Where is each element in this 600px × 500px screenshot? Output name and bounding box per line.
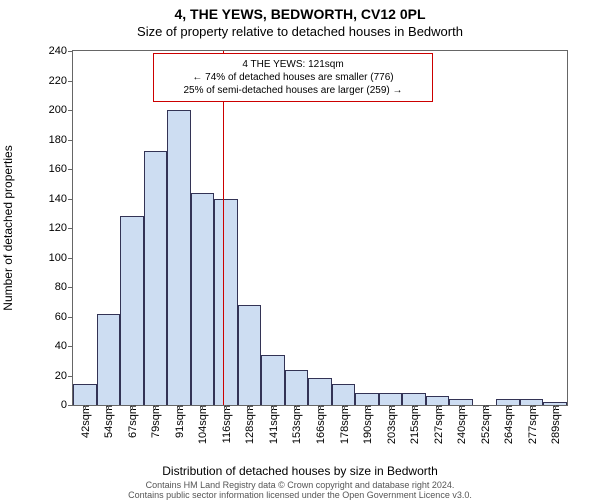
footnote-line-1: Contains HM Land Registry data © Crown c… <box>146 480 455 490</box>
histogram-bar <box>120 216 144 405</box>
x-tick-mark <box>85 405 86 410</box>
x-tick-label: 128sqm <box>242 405 256 444</box>
x-tick-label: 153sqm <box>289 405 303 444</box>
x-tick-label: 277sqm <box>525 405 539 444</box>
x-tick-mark <box>179 405 180 410</box>
x-tick-mark <box>367 405 368 410</box>
x-tick-mark <box>508 405 509 410</box>
x-tick-mark <box>461 405 462 410</box>
y-tick-mark <box>68 140 73 141</box>
y-axis-label: Number of detached properties <box>1 145 15 310</box>
histogram-bar <box>402 393 426 405</box>
x-tick-label: 252sqm <box>478 405 492 444</box>
x-tick-mark <box>226 405 227 410</box>
x-tick-mark <box>414 405 415 410</box>
histogram-bar <box>144 151 168 405</box>
x-tick-label: 289sqm <box>548 405 562 444</box>
histogram-bar <box>214 199 238 406</box>
reference-line <box>223 51 224 405</box>
chart-title: 4, THE YEWS, BEDWORTH, CV12 0PL <box>0 0 600 22</box>
x-tick-mark <box>485 405 486 410</box>
y-tick-mark <box>68 81 73 82</box>
histogram-bar <box>426 396 450 405</box>
x-tick-label: 166sqm <box>313 405 327 444</box>
y-tick-mark <box>68 405 73 406</box>
x-tick-mark <box>438 405 439 410</box>
x-tick-mark <box>391 405 392 410</box>
x-tick-label: 178sqm <box>337 405 351 444</box>
x-tick-label: 141sqm <box>266 405 280 444</box>
y-tick-mark <box>68 51 73 52</box>
y-tick-mark <box>68 258 73 259</box>
histogram-bar <box>308 378 332 405</box>
x-tick-label: 104sqm <box>195 405 209 444</box>
x-tick-label: 116sqm <box>219 405 233 443</box>
y-tick-mark <box>68 376 73 377</box>
x-tick-mark <box>320 405 321 410</box>
x-tick-label: 190sqm <box>360 405 374 444</box>
annotation-line-2: ← 74% of detached houses are smaller (77… <box>192 72 393 83</box>
y-tick-mark <box>68 317 73 318</box>
x-tick-mark <box>296 405 297 410</box>
x-tick-mark <box>108 405 109 410</box>
annotation-line-3: 25% of semi-detached houses are larger (… <box>183 85 402 96</box>
annotation-line-1: 4 THE YEWS: 121sqm <box>242 59 343 70</box>
y-tick-mark <box>68 346 73 347</box>
histogram-bar <box>97 314 121 405</box>
x-tick-label: 264sqm <box>501 405 515 444</box>
histogram-bar <box>379 393 403 405</box>
chart-subtitle: Size of property relative to detached ho… <box>0 22 600 39</box>
footnote: Contains HM Land Registry data © Crown c… <box>0 480 600 500</box>
footnote-line-2: Contains public sector information licen… <box>128 490 472 500</box>
x-tick-mark <box>249 405 250 410</box>
x-tick-mark <box>344 405 345 410</box>
histogram-bar <box>261 355 285 405</box>
x-tick-mark <box>532 405 533 410</box>
y-tick-mark <box>68 287 73 288</box>
plot-area: 02040608010012014016018020022024042sqm54… <box>72 50 568 406</box>
x-tick-label: 203sqm <box>384 405 398 444</box>
histogram-bar <box>73 384 97 405</box>
histogram-bar <box>238 305 262 405</box>
y-tick-mark <box>68 199 73 200</box>
x-tick-label: 215sqm <box>407 405 421 444</box>
x-tick-mark <box>155 405 156 410</box>
y-tick-mark <box>68 228 73 229</box>
x-tick-label: 240sqm <box>454 405 468 444</box>
x-tick-mark <box>555 405 556 410</box>
x-axis-label: Distribution of detached houses by size … <box>162 464 438 478</box>
y-tick-mark <box>68 110 73 111</box>
histogram-bar <box>167 110 191 405</box>
annotation-box: 4 THE YEWS: 121sqm ← 74% of detached hous… <box>153 53 433 102</box>
x-tick-mark <box>132 405 133 410</box>
histogram-bar <box>285 370 309 405</box>
x-tick-mark <box>273 405 274 410</box>
y-tick-mark <box>68 169 73 170</box>
x-tick-mark <box>202 405 203 410</box>
histogram-bar <box>355 393 379 405</box>
histogram-bar <box>332 384 356 405</box>
x-tick-label: 227sqm <box>431 405 445 444</box>
histogram-bar <box>191 193 215 405</box>
